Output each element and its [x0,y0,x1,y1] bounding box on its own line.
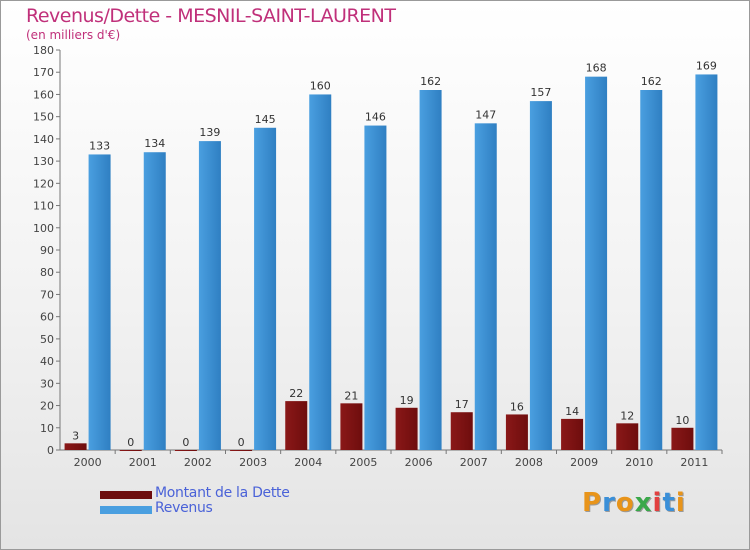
bar-revenus [198,141,221,450]
x-tick-label: 2001 [129,456,157,469]
x-tick-label: 2005 [349,456,377,469]
logo-letter: i [652,488,663,518]
bar-revenus [364,125,387,451]
y-tick-label: 50 [40,333,54,346]
logo-letter: x [634,488,653,518]
x-tick-label: 2009 [570,456,598,469]
x-tick-label: 2006 [405,456,433,469]
legend-swatch-dette [100,491,152,499]
y-tick-label: 10 [40,422,54,435]
bar-dette [174,450,197,451]
y-tick-label: 60 [40,311,54,324]
y-tick-label: 80 [40,266,54,279]
data-label-revenus: 147 [475,108,496,121]
bar-dette [616,423,639,450]
y-tick-label: 150 [33,111,54,124]
y-tick-label: 30 [40,377,54,390]
data-label-dette: 16 [510,400,524,413]
bar-dette [64,443,87,450]
bar-dette [395,407,418,450]
y-tick-label: 90 [40,244,54,257]
chart-subtitle: (en milliers d'€) [26,28,121,42]
bar-dette [230,450,253,451]
data-label-dette: 12 [620,409,634,422]
logo-letter: t [662,488,676,518]
x-tick-label: 2008 [515,456,543,469]
bar-dette [505,414,528,450]
x-tick-label: 2004 [294,456,322,469]
y-tick-label: 70 [40,288,54,301]
chart-title: Revenus/Dette - MESNIL-SAINT-LAURENT [26,5,396,27]
legend-label-revenus: Revenus [155,500,213,516]
data-label-revenus: 134 [144,137,165,150]
y-tick-label: 40 [40,355,54,368]
x-tick-label: 2007 [460,456,488,469]
data-label-dette: 14 [565,405,579,418]
bar-dette [119,450,142,451]
data-label-revenus: 162 [641,75,662,88]
data-label-revenus: 133 [89,139,110,152]
data-label-revenus: 160 [310,79,331,92]
bar-revenus [695,74,718,450]
y-tick-label: 140 [33,133,54,146]
y-tick-label: 100 [33,222,54,235]
bar-revenus [529,101,552,450]
bar-revenus [474,123,497,450]
legend-label-dette: Montant de la Dette [155,485,290,501]
y-tick-label: 110 [33,200,54,213]
x-tick-label: 2002 [184,456,212,469]
y-tick-label: 120 [33,177,54,190]
bar-revenus [585,76,608,451]
logo-letter: o [615,488,635,518]
y-tick-label: 160 [33,88,54,101]
data-label-dette: 22 [289,387,303,400]
data-label-dette: 17 [455,398,469,411]
bar-revenus [640,90,663,450]
data-label-dette: 0 [238,436,245,449]
y-tick-label: 180 [33,44,54,57]
data-label-dette: 0 [127,436,134,449]
bar-revenus [419,90,442,450]
bar-revenus [309,94,332,450]
data-label-dette: 21 [344,389,358,402]
bar-dette [340,403,363,450]
y-tick-label: 0 [47,444,54,457]
bar-revenus [143,152,166,450]
legend-swatch-revenus [100,506,152,514]
logo-letter: i [675,488,686,518]
x-tick-label: 2010 [625,456,653,469]
x-tick-label: 2011 [680,456,708,469]
bar-revenus [254,127,277,451]
bar-dette [450,412,473,450]
logo-letter: P [582,488,603,518]
y-tick-label: 130 [33,155,54,168]
x-tick-label: 2000 [74,456,102,469]
data-label-dette: 19 [400,394,414,407]
data-label-dette: 10 [675,414,689,427]
bar-dette [561,418,584,450]
data-label-dette: 3 [72,429,79,442]
data-label-revenus: 145 [255,113,276,126]
proxiti-logo: Proxiti [582,488,686,518]
data-label-revenus: 168 [586,62,607,75]
bar-revenus [88,154,111,450]
logo-letter: r [602,488,616,518]
data-label-revenus: 162 [420,75,441,88]
data-label-revenus: 146 [365,111,386,124]
data-label-dette: 0 [182,436,189,449]
y-tick-label: 170 [33,66,54,79]
y-tick-label: 20 [40,400,54,413]
data-label-revenus: 169 [696,59,717,72]
x-tick-label: 2003 [239,456,267,469]
data-label-revenus: 157 [530,86,551,99]
bar-dette [285,401,308,450]
data-label-revenus: 139 [199,126,220,139]
bar-dette [671,427,694,450]
